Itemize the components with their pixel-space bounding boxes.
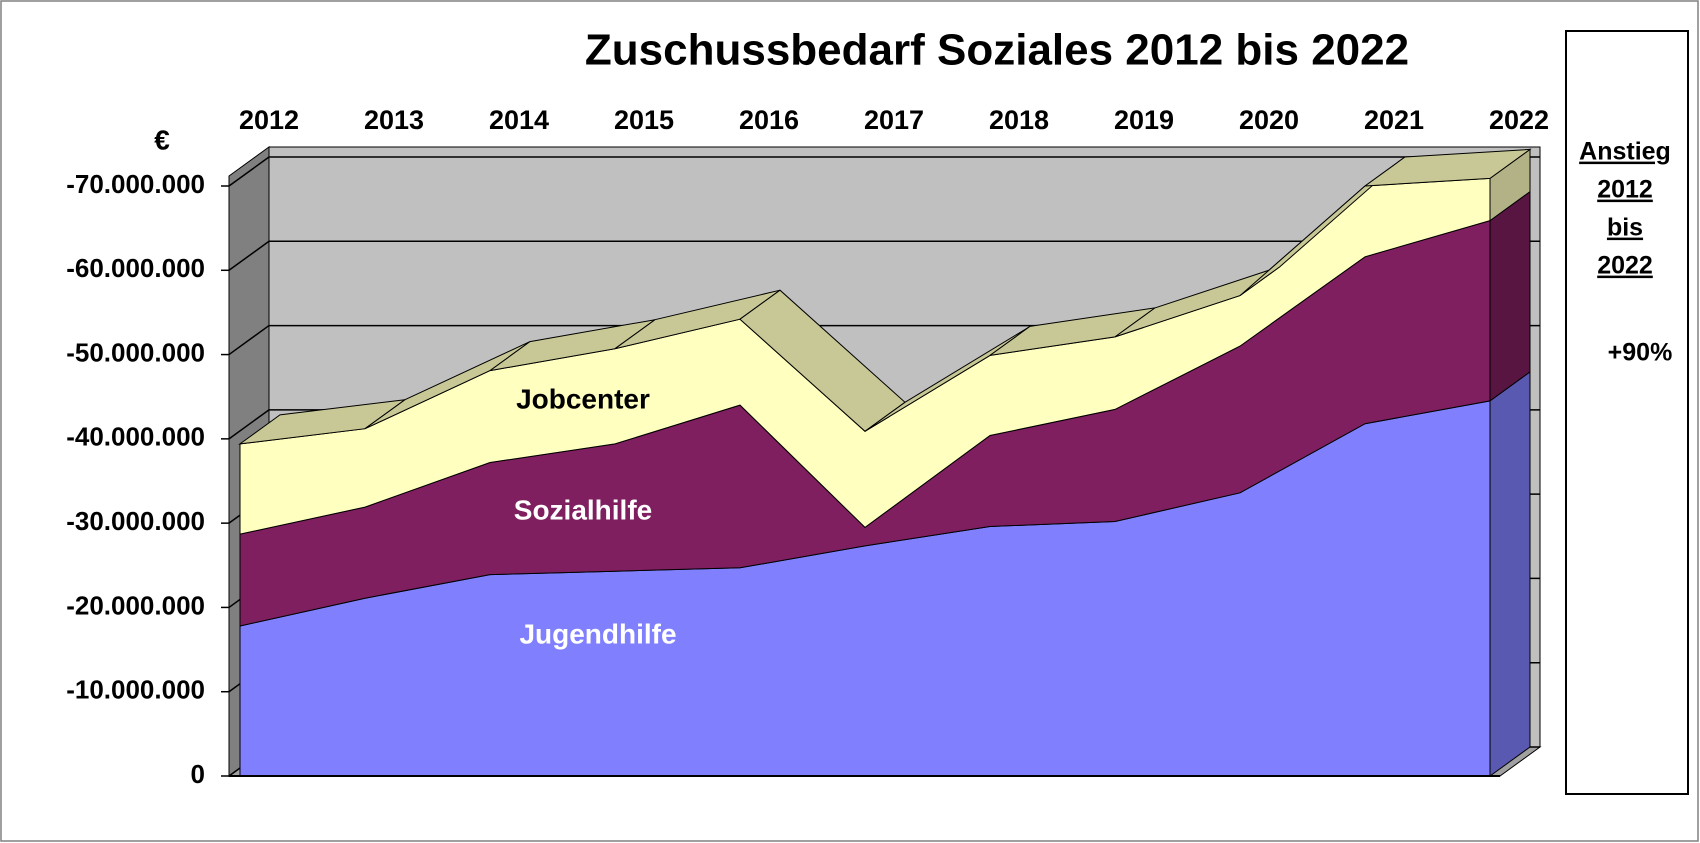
series-label: Jobcenter bbox=[516, 383, 650, 414]
grid-line-side bbox=[228, 156, 270, 187]
series-label: Jugendhilfe bbox=[519, 618, 676, 649]
y-tick-label: -50.000.000 bbox=[66, 337, 205, 367]
y-tick-label: 0 bbox=[191, 759, 205, 789]
area-side-shade bbox=[1490, 149, 1530, 221]
chart-title: Zuschussbedarf Soziales 2012 bis 2022 bbox=[585, 26, 1409, 75]
x-tick-label: 2013 bbox=[364, 105, 424, 135]
x-tick-label: 2020 bbox=[1239, 105, 1299, 135]
y-tick-label: -30.000.000 bbox=[66, 506, 205, 536]
x-tick-label: 2015 bbox=[614, 105, 674, 135]
x-tick-label: 2019 bbox=[1114, 105, 1174, 135]
grid-line-side bbox=[228, 324, 270, 356]
x-tick-label: 2016 bbox=[739, 105, 799, 135]
side-note-line: bis bbox=[1607, 214, 1643, 242]
y-tick-label: -40.000.000 bbox=[66, 422, 205, 452]
y-tick-label: -20.000.000 bbox=[66, 590, 205, 620]
y-tick-label: -60.000.000 bbox=[66, 253, 205, 283]
y-axis-label: € bbox=[154, 124, 170, 155]
y-tick-label: -70.000.000 bbox=[66, 169, 205, 199]
side-box bbox=[1565, 30, 1689, 795]
side-note-value: +90% bbox=[1608, 339, 1673, 367]
x-tick-label: 2021 bbox=[1364, 105, 1424, 135]
grid-line-side bbox=[228, 409, 270, 440]
area-side-shade bbox=[1490, 371, 1530, 776]
x-tick-label: 2018 bbox=[989, 105, 1049, 135]
series-label: Sozialhilfe bbox=[514, 494, 652, 525]
x-tick-label: 2017 bbox=[864, 105, 924, 135]
x-tick-label: 2012 bbox=[239, 105, 299, 135]
x-tick-label: 2022 bbox=[1489, 105, 1549, 135]
grid-line-side bbox=[228, 240, 270, 271]
side-note-line: 2022 bbox=[1597, 252, 1653, 280]
y-tick-label: -10.000.000 bbox=[66, 675, 205, 705]
side-note-line: Anstieg bbox=[1579, 138, 1671, 166]
x-tick-label: 2014 bbox=[489, 105, 549, 135]
area-top bbox=[1363, 148, 1532, 187]
side-note-line: 2012 bbox=[1597, 176, 1653, 204]
area-side-shade bbox=[1490, 191, 1530, 401]
